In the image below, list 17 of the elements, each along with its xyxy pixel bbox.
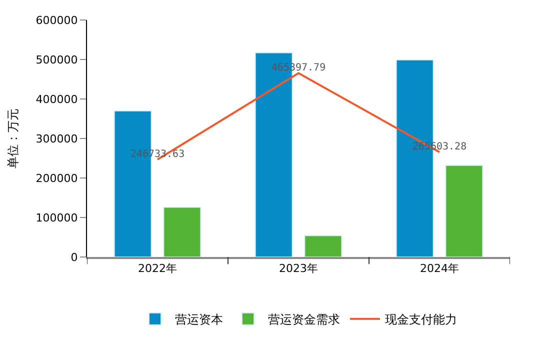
bar bbox=[445, 164, 484, 257]
y-tick-label: 500000 bbox=[36, 53, 78, 66]
legend-label: 营运资金需求 bbox=[268, 312, 340, 327]
y-tick-label: 100000 bbox=[36, 211, 78, 224]
y-tick-label: 0 bbox=[70, 250, 78, 264]
legend-label: 现金支付能力 bbox=[385, 312, 457, 327]
x-tick-label: 2024年 bbox=[420, 262, 459, 276]
y-tick-label: 400000 bbox=[36, 92, 78, 106]
bar bbox=[163, 206, 202, 257]
y-axis-title: 单位：万元 bbox=[6, 108, 20, 168]
x-tick-label: 2023年 bbox=[279, 262, 318, 276]
y-tick-label: 200000 bbox=[36, 172, 78, 185]
legend-label: 营运资本 bbox=[175, 312, 223, 327]
x-tick-label: 2022年 bbox=[138, 262, 177, 276]
y-tick-label: 300000 bbox=[36, 132, 78, 146]
y-tick-label: 600000 bbox=[36, 14, 78, 27]
bar bbox=[304, 235, 342, 257]
